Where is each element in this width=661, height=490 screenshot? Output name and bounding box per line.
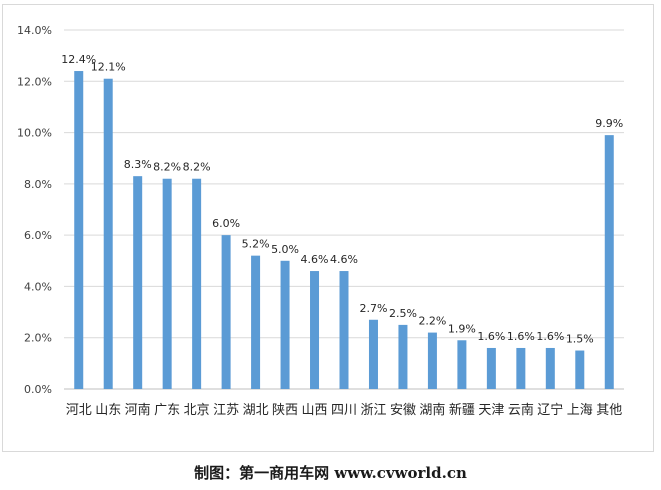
y-tick-label: 2.0% bbox=[24, 332, 52, 345]
x-tick-label: 安徽 bbox=[390, 403, 416, 418]
bar-17 bbox=[575, 350, 585, 389]
x-tick-label: 广东 bbox=[154, 403, 180, 418]
bar-7 bbox=[280, 260, 290, 389]
y-tick-label: 0.0% bbox=[24, 383, 52, 396]
y-tick-label: 14.0% bbox=[17, 24, 52, 37]
bar-2 bbox=[133, 176, 143, 389]
bar-18 bbox=[604, 135, 614, 389]
x-tick-label: 辽宁 bbox=[537, 402, 563, 418]
bar-3 bbox=[162, 178, 172, 389]
bar-6 bbox=[251, 255, 261, 389]
x-tick-label: 天津 bbox=[478, 403, 504, 418]
bar-10 bbox=[368, 319, 378, 389]
data-label: 2.2% bbox=[418, 315, 446, 328]
x-tick-label: 浙江 bbox=[360, 403, 386, 418]
bar-4 bbox=[192, 178, 202, 389]
x-tick-label: 陕西 bbox=[272, 403, 298, 418]
x-tick-label: 湖北 bbox=[243, 403, 269, 418]
bar-0 bbox=[74, 71, 84, 390]
data-label: 1.6% bbox=[536, 330, 564, 343]
data-label: 1.9% bbox=[448, 322, 476, 335]
bar-15 bbox=[516, 347, 526, 389]
y-tick-label: 12.0% bbox=[17, 75, 52, 88]
x-tick-label: 云南 bbox=[508, 402, 534, 418]
data-label: 1.6% bbox=[507, 330, 535, 343]
data-label: 2.7% bbox=[359, 302, 387, 315]
x-tick-label: 北京 bbox=[184, 403, 210, 418]
x-tick-label: 河南 bbox=[125, 402, 151, 418]
data-label: 4.6% bbox=[301, 253, 329, 266]
bar-11 bbox=[398, 324, 408, 389]
data-label: 1.5% bbox=[566, 333, 594, 346]
data-label: 6.0% bbox=[212, 217, 240, 230]
x-tick-label: 上海 bbox=[567, 403, 593, 418]
data-label: 9.9% bbox=[595, 117, 623, 130]
x-tick-label: 河北 bbox=[66, 403, 92, 418]
data-label: 4.6% bbox=[330, 253, 358, 266]
x-tick-label: 四川 bbox=[331, 403, 357, 418]
x-tick-label: 新疆 bbox=[449, 402, 475, 418]
data-label: 12.4% bbox=[61, 53, 96, 66]
x-tick-label: 山西 bbox=[302, 403, 328, 418]
data-label: 8.2% bbox=[183, 161, 211, 174]
x-tick-label: 湖南 bbox=[419, 402, 445, 418]
bar-14 bbox=[486, 347, 496, 389]
data-label: 8.2% bbox=[153, 161, 181, 174]
bar-13 bbox=[457, 340, 467, 389]
bar-9 bbox=[339, 271, 349, 389]
data-label: 2.5% bbox=[389, 307, 417, 320]
y-tick-label: 4.0% bbox=[24, 280, 52, 293]
bar-chart: 0.0% 2.0% 4.0% 6.0% 8.0% 10.0% 12.0% 14.0% 12.4… bbox=[17, 24, 624, 418]
x-tick-label: 其他 bbox=[596, 403, 622, 418]
bar-5 bbox=[221, 235, 231, 389]
source-caption: 制图：第一商用车网 www.cvworld.cn bbox=[194, 464, 467, 482]
data-label: 1.6% bbox=[477, 330, 505, 343]
data-label: 12.1% bbox=[91, 61, 126, 74]
x-tick-label: 江苏 bbox=[213, 402, 239, 418]
x-tick-label: 山东 bbox=[95, 403, 121, 418]
data-label: 8.3% bbox=[124, 158, 152, 171]
bar-1 bbox=[103, 78, 113, 389]
y-tick-label: 6.0% bbox=[24, 229, 52, 242]
bar-8 bbox=[310, 271, 320, 389]
bar-16 bbox=[545, 347, 555, 389]
data-label: 5.0% bbox=[271, 243, 299, 256]
y-tick-label: 10.0% bbox=[17, 127, 52, 140]
data-label: 5.2% bbox=[242, 238, 270, 251]
y-tick-label: 8.0% bbox=[24, 178, 52, 191]
bar-12 bbox=[427, 332, 437, 389]
